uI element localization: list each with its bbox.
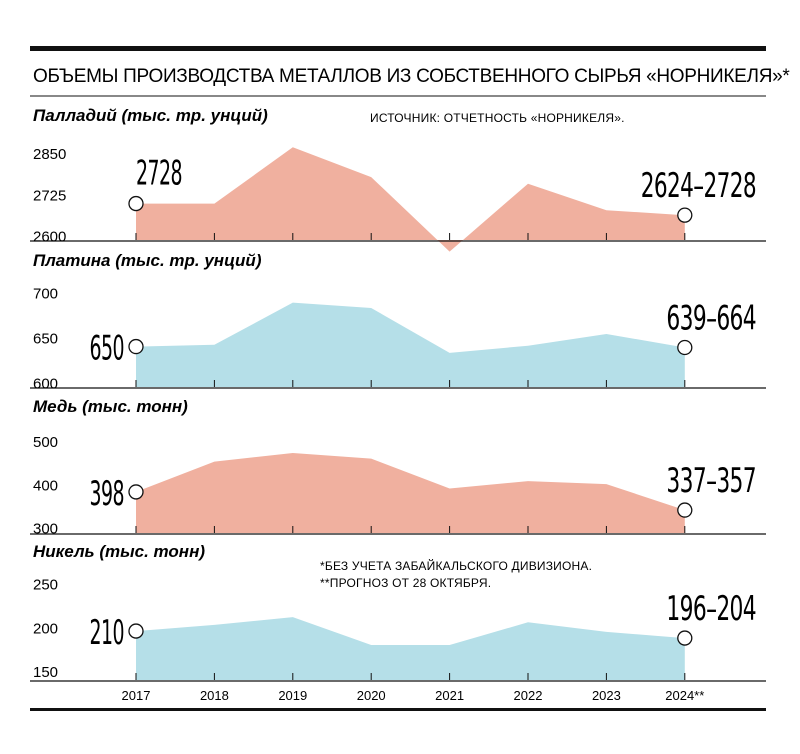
x-axis: 2017 2018 2019 2020 2021 2022 2023 2024** [122, 688, 705, 703]
x-tick-label: 2020 [357, 688, 386, 703]
y-tick-label: 200 [33, 620, 58, 637]
area-series [136, 302, 685, 387]
area-series [136, 147, 685, 252]
start-marker [128, 484, 144, 500]
panel-0: Палладий (тыс. тр. унций) 2600 2725 2850 272… [30, 106, 766, 252]
y-tick-label: 700 [33, 286, 58, 303]
x-tick-label: 2024** [665, 688, 704, 703]
panel-3: Никель (тыс. тонн) 150 200 250 210 196–204 [30, 542, 766, 682]
start-marker [128, 195, 144, 212]
end-marker [677, 339, 693, 356]
area-series [136, 453, 685, 533]
y-tick-label: 150 [33, 664, 58, 681]
start-marker [128, 623, 144, 639]
y-tick-label: 2850 [33, 146, 66, 163]
panel-1: Платина (тыс. тр. унций) 600 650 700 650 639–… [30, 251, 766, 392]
x-tick-label: 2018 [200, 688, 229, 703]
end-value-label: 639–664 [666, 298, 756, 338]
start-value-label: 398 [90, 474, 125, 514]
chart-title: ОБЪЕМЫ ПРОИЗВОДСТВА МЕТАЛЛОВ ИЗ СОБСТВЕН… [33, 66, 790, 87]
y-tick-label: 650 [33, 331, 58, 348]
y-tick-label: 300 [33, 521, 58, 538]
bottom-rule [30, 708, 766, 711]
panel-title: Платина (тыс. тр. унций) [33, 251, 262, 270]
end-marker [677, 630, 693, 646]
y-tick-label: 250 [33, 577, 58, 594]
y-tick-label: 2600 [33, 229, 66, 246]
panel-2: Медь (тыс. тонн) 300 400 500 398 337–357 [30, 397, 766, 538]
panels: Палладий (тыс. тр. унций) 2600 2725 2850 272… [30, 106, 766, 682]
top-rule [30, 46, 766, 51]
panel-title: Никель (тыс. тонн) [33, 542, 205, 561]
y-tick-label: 400 [33, 477, 58, 494]
end-value-label: 2624–2728 [641, 166, 756, 206]
end-value-label: 196–204 [666, 589, 756, 629]
y-tick-label: 500 [33, 434, 58, 451]
footnote-2: **ПРОГНОЗ ОТ 28 ОКТЯБРЯ. [320, 576, 491, 590]
start-value-label: 650 [90, 329, 125, 369]
panel-title: Медь (тыс. тонн) [33, 397, 188, 416]
x-tick-label: 2021 [435, 688, 464, 703]
x-tick-label: 2023 [592, 688, 621, 703]
footnote-1: *БЕЗ УЧЕТА ЗАБАЙКАЛЬСКОГО ДИВИЗИОНА. [320, 558, 592, 573]
x-tick-label: 2022 [514, 688, 543, 703]
area-series [136, 617, 685, 680]
end-marker [677, 502, 693, 518]
y-tick-label: 2725 [33, 187, 66, 204]
start-value-label: 210 [90, 613, 125, 653]
start-value-label: 2728 [136, 154, 182, 194]
y-tick-label: 600 [33, 375, 58, 392]
panel-title: Палладий (тыс. тр. унций) [33, 106, 268, 125]
end-value-label: 337–357 [666, 461, 756, 501]
x-tick-label: 2017 [122, 688, 151, 703]
x-tick-label: 2019 [278, 688, 307, 703]
source-note: ИСТОЧНИК: ОТЧЕТНОСТЬ «НОРНИКЕЛЯ». [370, 111, 625, 125]
end-marker [677, 207, 693, 223]
start-marker [128, 338, 144, 355]
